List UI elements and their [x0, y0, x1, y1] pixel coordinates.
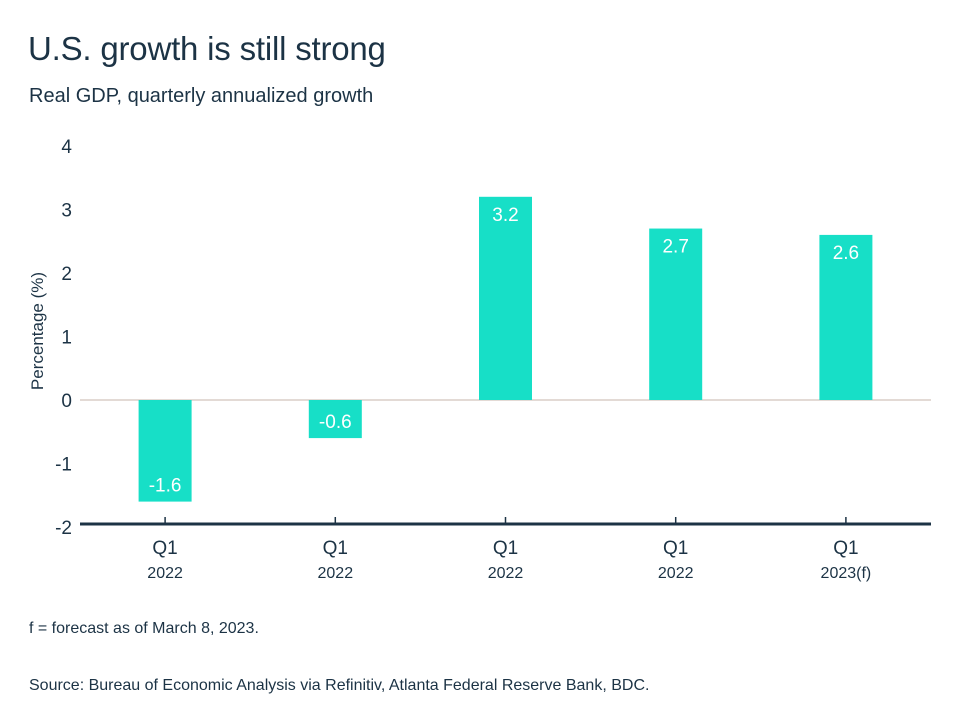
bar [819, 234, 873, 400]
bar [479, 196, 532, 400]
y-tick-label: 0 [61, 391, 72, 412]
x-tick-label-year: 2023(f) [821, 565, 872, 582]
x-tick-label-quarter: Q1 [663, 538, 688, 559]
chart-subtitle: Real GDP, quarterly annualized growth [29, 85, 374, 107]
y-axis-ticks: 4 3 2 1 0 -1 -2 [55, 137, 72, 539]
data-label: 3.2 [492, 205, 518, 226]
y-axis-label: Percentage (%) [28, 272, 47, 390]
x-tick-label-quarter: Q1 [323, 538, 348, 559]
bar-chart: 4 3 2 1 0 -1 -2 Percentage (%) Q1 2022 Q1 2022 Q1 2… [28, 137, 931, 582]
chart-title: U.S. growth is still strong [28, 30, 386, 67]
bar [308, 400, 362, 439]
y-tick-label: 1 [61, 328, 72, 349]
bar [138, 400, 192, 502]
x-tick-label-year: 2022 [488, 565, 524, 582]
y-tick-label: -1 [55, 455, 72, 476]
data-label: -1.6 [149, 476, 182, 497]
x-axis-ticks: Q1 2022 Q1 2022 Q1 2022 Q1 2022 Q1 2023(f) [147, 517, 871, 582]
data-labels: -1.6 -0.6 3.2 2.7 2.6 [149, 205, 859, 497]
y-tick-label: 2 [61, 264, 72, 285]
data-label: 2.6 [833, 243, 859, 264]
forecast-footnote: f = forecast as of March 8, 2023. [29, 620, 259, 637]
x-tick-label-year: 2022 [318, 565, 354, 582]
data-label: -0.6 [319, 412, 352, 433]
x-tick-label-year: 2022 [658, 565, 694, 582]
x-tick-label-quarter: Q1 [833, 538, 858, 559]
source-note: Source: Bureau of Economic Analysis via … [29, 677, 650, 694]
y-tick-label: -2 [55, 518, 72, 539]
bars [138, 196, 873, 502]
x-tick-label-quarter: Q1 [493, 538, 518, 559]
x-tick-label-year: 2022 [147, 565, 183, 582]
y-tick-label: 4 [61, 137, 72, 158]
bar [649, 228, 703, 400]
data-label: 2.7 [662, 237, 688, 258]
y-tick-label: 3 [61, 201, 72, 222]
x-tick-label-quarter: Q1 [152, 538, 177, 559]
